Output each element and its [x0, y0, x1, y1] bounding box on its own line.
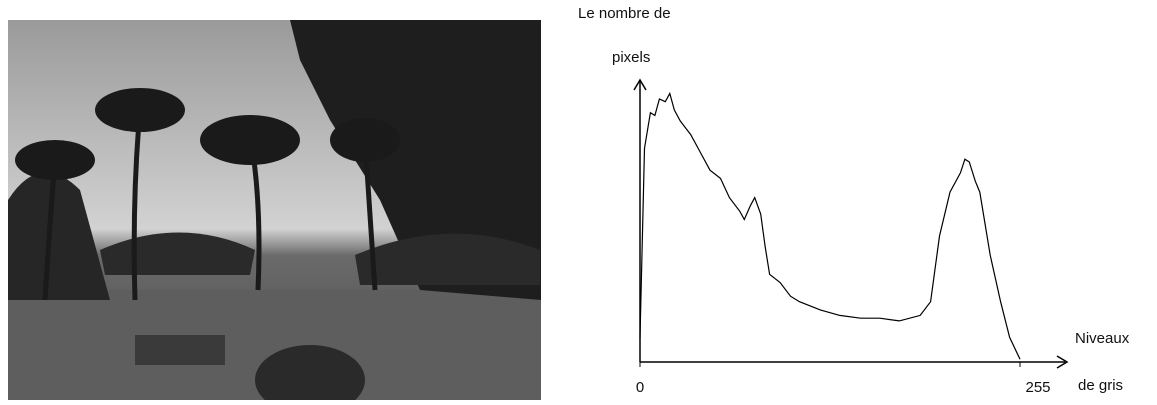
y-label: Le nombre de: [578, 5, 671, 22]
figure: Le nombre de pixels Niveaux de gris 0 255: [0, 0, 1157, 400]
x-label: Niveaux: [1075, 330, 1130, 347]
x-label: de gris: [1078, 377, 1123, 394]
y-label: pixels: [612, 49, 650, 66]
histogram-line: [640, 94, 1020, 360]
photo: [8, 20, 541, 400]
x-tick-label: 0: [636, 379, 644, 396]
x-tick-label: 255: [1025, 379, 1050, 396]
page: Le nombre de pixels Niveaux de gris 0 255…: [0, 0, 1157, 400]
